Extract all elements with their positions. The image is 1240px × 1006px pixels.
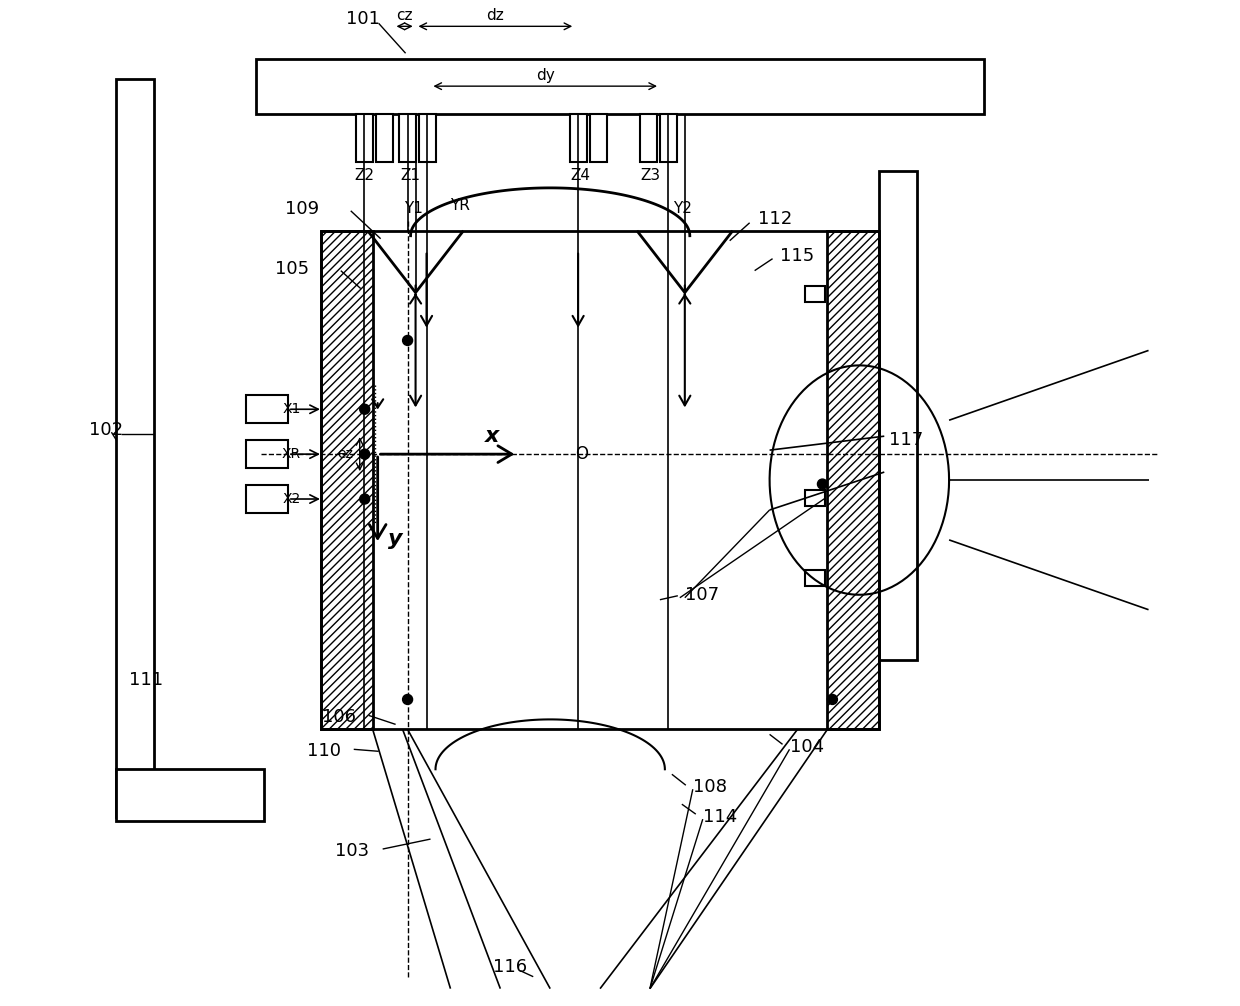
Bar (246, 441, 288, 468)
Text: cz: cz (397, 8, 413, 23)
Text: y: y (388, 529, 403, 549)
Text: XR: XR (281, 447, 301, 461)
Bar (660, 114, 677, 162)
Text: O: O (575, 445, 589, 463)
Text: 111: 111 (129, 671, 164, 688)
Circle shape (827, 694, 837, 704)
Circle shape (817, 479, 827, 489)
Bar (640, 114, 657, 162)
Bar (879, 171, 918, 660)
Text: 106: 106 (321, 708, 356, 726)
Circle shape (360, 494, 370, 504)
Text: X1: X1 (283, 402, 301, 416)
Bar (246, 395, 288, 424)
Circle shape (360, 404, 370, 414)
Circle shape (403, 694, 413, 704)
Text: 107: 107 (684, 585, 719, 604)
Text: x: x (485, 427, 500, 447)
Bar (117, 79, 154, 817)
Text: 104: 104 (790, 738, 823, 757)
Text: 112: 112 (758, 210, 792, 227)
Text: Y1: Y1 (404, 201, 423, 216)
Bar (570, 114, 587, 162)
Bar (117, 770, 264, 821)
Bar (356, 114, 373, 162)
Bar (398, 114, 415, 162)
Text: dz: dz (486, 8, 505, 23)
Bar (246, 485, 288, 513)
Text: 105: 105 (275, 260, 309, 278)
Text: 116: 116 (494, 958, 527, 976)
Text: Z4: Z4 (570, 168, 590, 183)
Bar (806, 286, 826, 302)
Bar (419, 114, 435, 162)
Text: 102: 102 (89, 422, 124, 440)
Text: Z1: Z1 (401, 168, 420, 183)
Bar (255, 59, 985, 114)
Text: X2: X2 (283, 492, 301, 506)
Text: 115: 115 (780, 246, 813, 265)
Bar (321, 230, 879, 729)
Text: 101: 101 (346, 10, 379, 28)
Bar (590, 114, 608, 162)
Text: ez: ez (337, 447, 352, 461)
Text: 110: 110 (306, 742, 341, 761)
Circle shape (403, 335, 413, 345)
Text: Z2: Z2 (355, 168, 374, 183)
Bar (806, 490, 826, 506)
Text: 108: 108 (693, 779, 727, 796)
Bar (376, 114, 393, 162)
Text: 103: 103 (335, 842, 368, 860)
Circle shape (360, 449, 370, 459)
Text: Z3: Z3 (641, 168, 661, 183)
Bar (827, 230, 879, 729)
Bar (806, 569, 826, 585)
Text: 117: 117 (889, 432, 924, 449)
Text: YR: YR (450, 198, 470, 213)
Text: 114: 114 (703, 808, 737, 826)
Text: 109: 109 (285, 200, 319, 218)
Bar (321, 230, 373, 729)
Text: dy: dy (536, 67, 554, 82)
Text: Y2: Y2 (673, 201, 692, 216)
